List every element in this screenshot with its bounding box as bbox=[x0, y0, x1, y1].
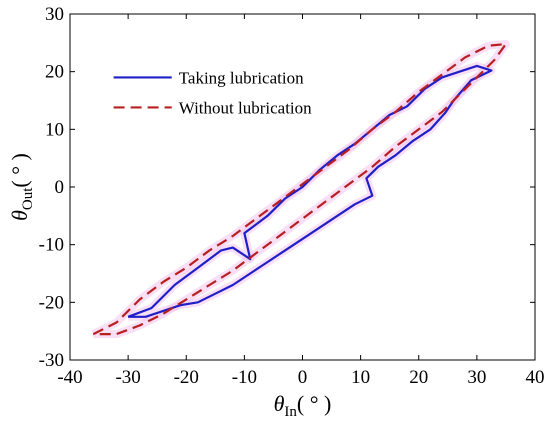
x-axis-symbol: θ bbox=[274, 391, 285, 416]
series-line-1 bbox=[127, 64, 493, 318]
y-tick-label: 30 bbox=[45, 4, 64, 25]
y-tick-label: -10 bbox=[39, 235, 64, 256]
y-tick-label: 20 bbox=[45, 62, 64, 83]
x-tick-label: -40 bbox=[57, 367, 82, 388]
y-axis-unit: ( ° ) bbox=[7, 153, 32, 187]
series-line-2 bbox=[92, 42, 507, 336]
y-tick-label: 10 bbox=[45, 119, 64, 140]
y-tick-label: 0 bbox=[55, 177, 65, 198]
y-axis-label: θOut( ° ) bbox=[7, 153, 36, 221]
x-tick-label: -20 bbox=[174, 367, 199, 388]
x-axis-label: θIn( ° ) bbox=[274, 391, 332, 420]
x-tick-label: 0 bbox=[298, 367, 308, 388]
legend: Taking lubrication Without lubrication bbox=[113, 68, 312, 117]
x-tick-label: 10 bbox=[351, 367, 370, 388]
y-axis-subscript: Out bbox=[20, 187, 36, 210]
x-tick-label: -30 bbox=[115, 367, 140, 388]
y-tick-label: -20 bbox=[39, 292, 64, 313]
x-tick-label: 20 bbox=[409, 367, 428, 388]
x-tick-label: 40 bbox=[526, 367, 545, 388]
y-axis-symbol: θ bbox=[7, 210, 32, 221]
legend-label-1: Taking lubrication bbox=[179, 68, 304, 87]
x-axis-subscript: In bbox=[284, 404, 297, 420]
x-tick-label: 30 bbox=[467, 367, 486, 388]
x-axis-unit: ( ° ) bbox=[297, 391, 331, 416]
x-tick-label: -10 bbox=[232, 367, 257, 388]
legend-label-2: Without lubrication bbox=[179, 98, 312, 117]
y-tick-label: -30 bbox=[39, 350, 64, 371]
series-layer bbox=[91, 40, 510, 339]
